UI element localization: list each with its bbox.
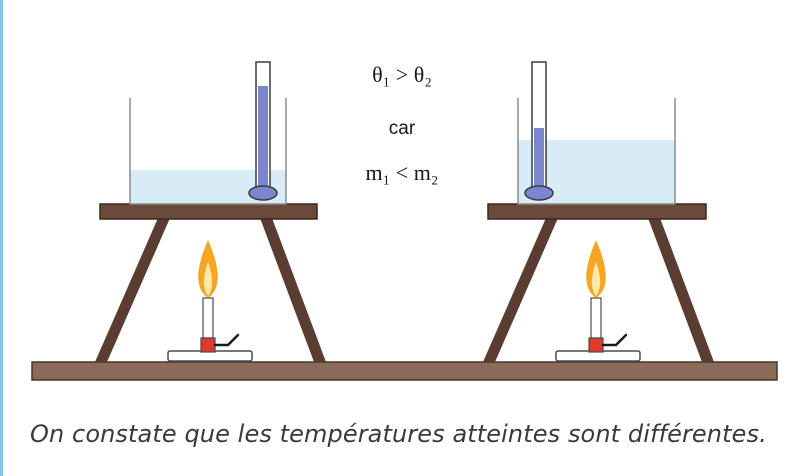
formula-connector: car xyxy=(388,118,416,139)
left-burner-collar xyxy=(200,337,216,353)
left-thermometer-liquid xyxy=(258,86,268,192)
caption: On constate que les températures atteint… xyxy=(30,420,767,448)
right-thermometer-bulb xyxy=(524,185,554,201)
formula-mass-comparison: m₁ < m₂ xyxy=(365,160,439,185)
right-flame-inner xyxy=(591,262,601,296)
page-accent-rule xyxy=(0,0,3,476)
right-thermometer-liquid xyxy=(534,128,544,192)
left-tripod-leg-left xyxy=(95,218,170,362)
left-beaker xyxy=(129,98,287,205)
right-tripod-leg-left xyxy=(483,218,558,362)
right-beaker xyxy=(517,98,676,205)
right-burner-valve xyxy=(601,333,628,347)
left-tripod-plate xyxy=(99,203,318,220)
right-tripod-plate xyxy=(487,203,707,220)
right-burner-collar xyxy=(588,337,604,353)
left-flame-inner xyxy=(203,262,213,296)
left-burner-tube xyxy=(202,297,214,339)
left-setup xyxy=(95,61,326,362)
right-burner-tube xyxy=(590,297,602,339)
right-setup xyxy=(483,61,714,362)
bench xyxy=(31,361,778,381)
right-tripod-leg-right xyxy=(648,218,714,362)
formula-temperature-comparison: θ₁ > θ₂ xyxy=(372,62,432,87)
left-thermometer-bulb xyxy=(248,185,278,201)
left-burner-valve xyxy=(213,333,240,347)
left-tripod-leg-right xyxy=(260,218,326,362)
